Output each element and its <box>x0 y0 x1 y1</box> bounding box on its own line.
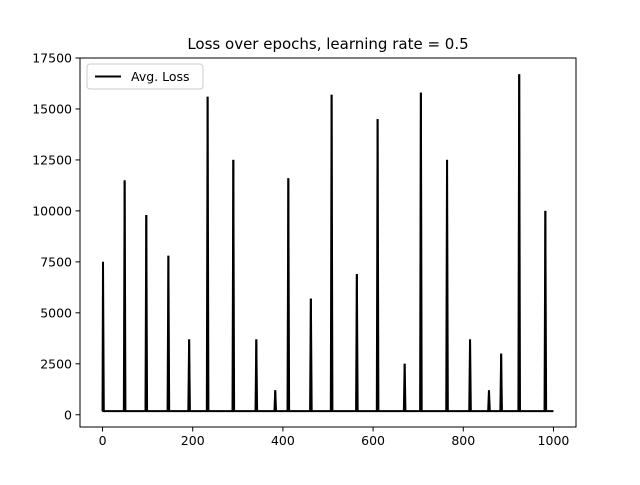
axes-frame <box>79 57 577 428</box>
y-tick-label: 7500 <box>40 254 72 269</box>
x-tick-label: 600 <box>361 433 385 448</box>
legend-label-avg-loss: Avg. Loss <box>131 69 190 84</box>
series-line-avg-loss <box>101 74 554 413</box>
y-tick-label: 10000 <box>32 203 72 218</box>
y-tick-label: 0 <box>64 407 72 422</box>
y-tick-label: 17500 <box>32 51 72 66</box>
plot-area <box>101 74 554 413</box>
y-tick-label: 15000 <box>32 101 72 116</box>
legend: Avg. Loss <box>86 63 204 90</box>
x-tick-label: 200 <box>181 433 205 448</box>
x-tick-label: 1000 <box>538 433 570 448</box>
legend-box <box>86 63 204 90</box>
y-tick-label: 12500 <box>32 152 72 167</box>
y-tick-label: 5000 <box>40 305 72 320</box>
x-tick-label: 400 <box>271 433 295 448</box>
x-axis: 0 200 400 600 800 1000 <box>99 427 570 448</box>
x-tick-label: 0 <box>99 433 107 448</box>
y-axis: 0 2500 5000 7500 10000 12500 15000 17500 <box>32 51 80 422</box>
y-tick-label: 2500 <box>40 356 72 371</box>
chart-title: Loss over epochs, learning rate = 0.5 <box>187 35 468 53</box>
x-tick-label: 800 <box>451 433 475 448</box>
